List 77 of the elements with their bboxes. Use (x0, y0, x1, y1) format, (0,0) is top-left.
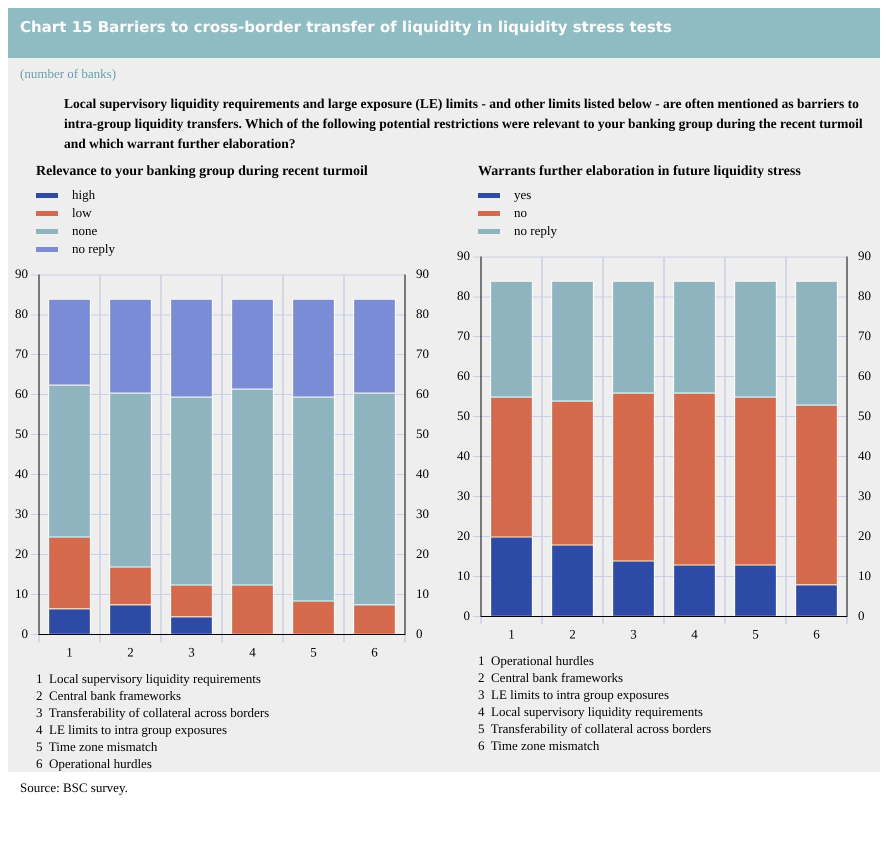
y-tick-label: 30 (457, 488, 470, 503)
y2-tick-label: 40 (416, 466, 429, 481)
y2-tick-label: 90 (858, 248, 871, 264)
text: 1 Local supervisory liquidity requirements (36, 670, 262, 687)
y-tick-label: 10 (457, 568, 470, 583)
y-tick-label: 70 (457, 328, 470, 344)
y-tick-label: 60 (457, 368, 470, 384)
y-tick-label: 50 (15, 426, 28, 442)
y2-tick-label: 40 (858, 448, 871, 463)
y2-tick-label: 80 (416, 306, 429, 322)
text: 6 Operational hurdles (36, 755, 153, 772)
y2-tick-label: 0 (858, 608, 864, 623)
x-tick-label: 1 (66, 644, 73, 660)
y2-tick-label: 70 (858, 328, 871, 344)
x-tick-label: 3 (630, 626, 637, 642)
y-tick-label: 90 (457, 248, 470, 264)
y-tick-label: 90 (15, 266, 28, 282)
legend-label: no reply (514, 222, 557, 240)
y2-tick-label: 0 (416, 626, 422, 641)
y-tick-label: 20 (457, 528, 470, 543)
text: 5 Time zone mismatch (36, 738, 158, 755)
legend-label: no (514, 204, 527, 222)
y-tick-label: 40 (457, 448, 470, 463)
y2-tick-label: 30 (858, 488, 871, 503)
y-tick-label: 70 (15, 346, 28, 362)
y-tick-label: 10 (15, 586, 28, 601)
x-tick-label: 5 (310, 644, 317, 660)
y2-tick-label: 60 (416, 386, 429, 402)
y2-tick-label: 50 (858, 408, 871, 424)
y2-tick-label: 10 (858, 568, 871, 583)
text: 1 Operational hurdles (478, 652, 595, 669)
y-tick-label: 40 (15, 466, 28, 481)
x-tick-label: 6 (371, 644, 378, 660)
text: 2 Central bank frameworks (478, 669, 624, 686)
x-tick-label: 4 (249, 644, 256, 660)
text: Local supervisory liquidity requirements and large exposure (LE) limits - and other limits listed below - are often mentioned as barriers to intra-group liquidity transfers. Which of the following potential restrictions were relevant to your banking group during the recent turmoil and which warrant further elaboration? (63, 95, 864, 153)
text: 2 Central bank frameworks (36, 687, 182, 704)
x-tick-label: 1 (508, 626, 515, 642)
y-tick-label: 80 (15, 306, 28, 322)
x-tick-label: 6 (813, 626, 820, 642)
x-tick-label: 5 (752, 626, 759, 642)
legend-label: no reply (72, 240, 115, 258)
y-tick-label: 20 (15, 546, 28, 561)
source-note: Source: BSC survey. (8, 772, 880, 804)
y-tick-label: 80 (457, 288, 470, 304)
legend-label: low (72, 204, 92, 222)
text: 3 Transferability of collateral across borders (36, 704, 270, 721)
y-tick-label: 30 (15, 506, 28, 521)
y2-tick-label: 30 (416, 506, 429, 521)
chart-title: Relevance to your banking group during recent turmoil (35, 163, 369, 181)
y2-tick-label: 60 (858, 368, 871, 384)
y-tick-label: 0 (464, 608, 470, 623)
text: 5 Transferability of collateral across borders (478, 720, 712, 737)
text: (number of banks) (19, 65, 118, 83)
text: 4 Local supervisory liquidity requirements (478, 703, 704, 720)
text: 4 LE limits to intra group exposures (36, 721, 228, 738)
y2-tick-label: 50 (416, 426, 429, 442)
y2-tick-label: 20 (416, 546, 429, 561)
text: 3 LE limits to intra group exposures (478, 686, 670, 703)
y2-tick-label: 90 (416, 266, 429, 282)
y2-tick-label: 20 (858, 528, 871, 543)
text: Chart 15 Barriers to cross-border transfer of liquidity in liquidity stress tests (8, 8, 880, 58)
y2-tick-label: 10 (416, 586, 429, 601)
y-tick-label: 50 (457, 408, 470, 424)
legend-label: high (72, 186, 96, 204)
x-tick-label: 2 (569, 626, 576, 642)
text: 6 Time zone mismatch (478, 737, 600, 754)
x-tick-label: 2 (127, 644, 134, 660)
y2-tick-label: 80 (858, 288, 871, 304)
legend-label: none (72, 222, 98, 240)
chart-title: Warrants further elaboration in future liquidity stress (477, 163, 802, 181)
legend-label: yes (514, 186, 532, 204)
x-tick-label: 4 (691, 626, 698, 642)
x-tick-label: 3 (188, 644, 195, 660)
y2-tick-label: 70 (416, 346, 429, 362)
y-tick-label: 60 (15, 386, 28, 402)
y-tick-label: 0 (22, 626, 28, 641)
